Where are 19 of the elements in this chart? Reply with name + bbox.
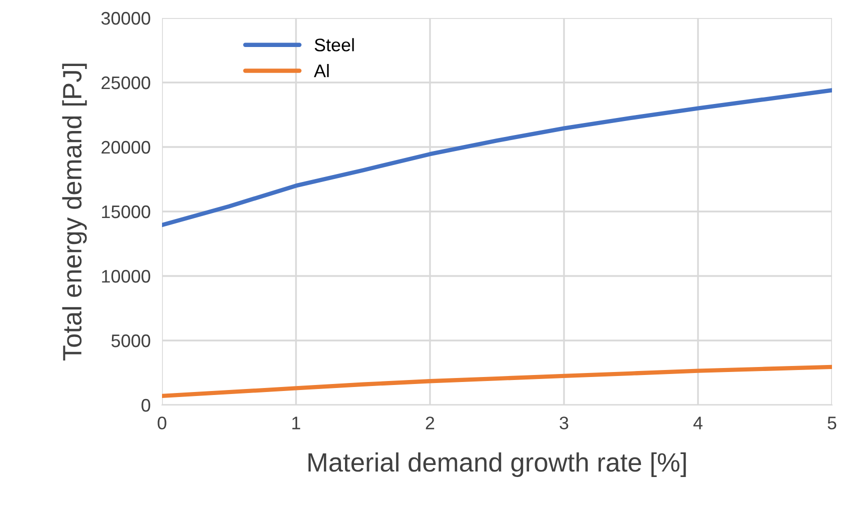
y-tick-label: 10000 — [102, 270, 150, 283]
y-tick-label: 15000 — [102, 205, 150, 218]
x-tick-label: 1 — [292, 416, 300, 430]
line-series — [162, 88, 832, 228]
x-axis-title: Material demand growth rate [%] — [308, 452, 686, 477]
x-tick-label: 2 — [426, 416, 434, 430]
y-axis-title: Total energy demand [PJ] — [62, 64, 87, 361]
legend-label: Steel — [314, 38, 354, 52]
y-tick-label: 20000 — [102, 140, 150, 154]
y-tick-label: 5000 — [111, 334, 150, 348]
legend-label: Al — [314, 64, 329, 78]
x-tick-label: 0 — [158, 416, 166, 430]
y-tick-label: 25000 — [102, 76, 150, 90]
y-tick-label: 0 — [142, 398, 150, 412]
x-tick-label: 5 — [828, 416, 836, 430]
x-tick-label: 3 — [560, 416, 568, 430]
line-series — [162, 364, 832, 398]
y-tick-label: 30000 — [101, 12, 150, 25]
x-tick-label: 4 — [693, 416, 702, 430]
